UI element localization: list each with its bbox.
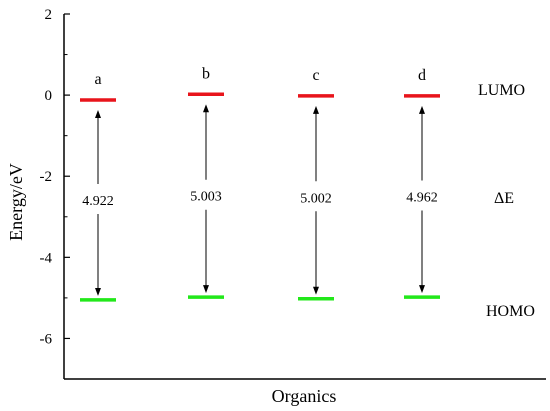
category-label-a: a [94,71,101,88]
y-tick-label: -2 [40,169,53,185]
axes [63,14,546,380]
gap-value-a: 4.922 [82,194,114,209]
gap-value-b: 5.003 [190,190,222,205]
gap-value-d: 4.962 [406,191,438,206]
y-axis-title: Energy/eV [6,163,26,241]
category-label-b: b [202,65,210,82]
gap-value-c: 5.002 [300,191,332,206]
gap-side-label: ΔE [494,190,514,207]
x-axis-title: Organics [272,386,337,406]
lumo-side-label: LUMO [478,82,525,99]
homo-side-label: HOMO [486,303,535,320]
y-tick-label: -6 [40,331,53,347]
y-tick-label: -4 [40,250,53,266]
y-tick-label: 2 [45,7,53,23]
y-ticks: 2 0 -2 -4 -6 [40,7,70,380]
chart-marks: a 4.922 b 5.003 c 5.002 d 4.962 [80,65,440,302]
category-label-d: d [418,67,426,84]
y-tick-label: 0 [45,88,53,104]
category-label-c: c [312,67,319,84]
